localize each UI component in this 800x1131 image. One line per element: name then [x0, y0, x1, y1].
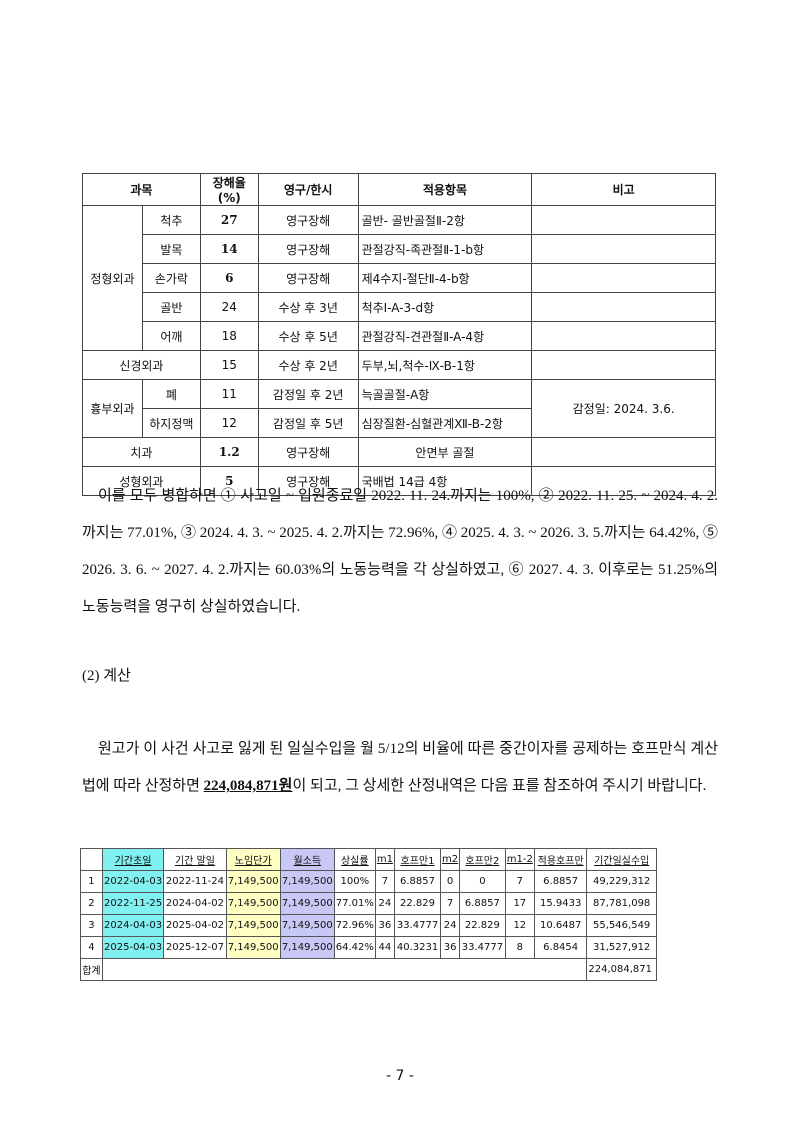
- table-cell: 22.829: [459, 914, 506, 937]
- lost-income-table: 기간초일 기간 말일 노임단가 월소득 상실률 m1 호프만1 m2 호프만2 m1-2 적용호프만…: [80, 848, 657, 981]
- table-cell: 31,527,912: [586, 936, 657, 959]
- table-row: 흉부외과 폐 11 감정일 후 2년 늑골골절-A항 감정일: 2024. 3.…: [82, 379, 716, 438]
- table-cell: 77.01%: [333, 892, 376, 915]
- table-cell: 6.8857: [533, 870, 588, 893]
- column-header: 상실률: [333, 848, 376, 871]
- table-cell: 24: [374, 892, 395, 915]
- column-header: m1-2: [504, 848, 535, 871]
- table-cell: 6.8454: [533, 936, 588, 959]
- total-amount: 224,084,871원: [203, 778, 293, 794]
- summary-paragraph: 이를 모두 병합하면 ① 사고일 ~ 입원종료일 2022. 11. 24.까지…: [82, 488, 718, 615]
- table-cell: 2025-04-03: [101, 936, 165, 959]
- column-header: 기간일실수입: [586, 848, 657, 871]
- table-cell: 12: [504, 914, 535, 937]
- table-row: 치과 1.2 영구장해 안면부 골절: [82, 437, 716, 467]
- table-cell: 40.3231: [393, 936, 442, 959]
- table-row: 정형외과 척추 27 영구장해 골반- 골반골절Ⅱ-2항: [82, 205, 716, 351]
- table-cell: 33.4777: [393, 914, 442, 937]
- table-cell: 72.96%: [333, 914, 376, 937]
- page-number: - 7 -: [386, 1068, 414, 1084]
- table-cell: 7,149,500: [279, 936, 335, 959]
- calculation-paragraph: 원고가 이 사건 사고로 잃게 된 일실수입을 월 5/12의 비율에 따른 중…: [82, 741, 718, 794]
- table-row: 4 2025-04-03 2025-12-07 7,149,500 7,149,500 6…: [80, 936, 657, 959]
- table-row: 골반 24 수상 후 3년 척추Ⅰ-A-3-d항: [83, 292, 716, 322]
- table-row: 발목 14 영구장해 관절강직-족관절Ⅱ-1-b항: [83, 234, 716, 264]
- column-header: 적용호프만: [533, 848, 588, 871]
- table-cell: 22.829: [393, 892, 442, 915]
- table-cell: 2022-04-03: [101, 870, 165, 893]
- column-header: 기간 말일: [163, 848, 227, 871]
- table-cell: 7,149,500: [225, 936, 281, 959]
- table-row: 성형외과 5 영구장해 국배법 14급 4항: [82, 466, 716, 496]
- table-cell: 36: [440, 936, 461, 959]
- table-cell: 7: [374, 870, 395, 893]
- column-header: m2: [440, 848, 461, 871]
- table-cell: 7: [504, 870, 535, 893]
- table-cell: 2: [80, 892, 103, 915]
- column-header: 노임단가: [225, 848, 281, 871]
- table-row: 3 2024-04-03 2025-04-02 7,149,500 7,149,500 7…: [80, 914, 657, 937]
- table-cell: 36: [374, 914, 395, 937]
- table-cell: 33.4777: [459, 936, 506, 959]
- table-cell: 24: [440, 914, 461, 937]
- table-cell: 87,781,098: [586, 892, 657, 915]
- table-header: 기간초일 기간 말일 노임단가 월소득 상실률 m1 호프만1 m2 호프만2 m1-2 적용호프만…: [80, 848, 657, 871]
- disability-rate-table: 과목 장해율(%) 영구/한시 적용항목 비고 정형외과 척추 27 영구장해 …: [82, 173, 716, 496]
- table-cell: 7: [440, 892, 461, 915]
- table-cell: 49,229,312: [586, 870, 657, 893]
- table-cell: 7,149,500: [225, 892, 281, 915]
- column-header: 호프만2: [459, 848, 506, 871]
- table-cell: 0: [459, 870, 506, 893]
- table-row: 손가락 6 영구장해 제4수지-절단Ⅱ-4-b항: [83, 263, 716, 293]
- column-header: [80, 848, 103, 871]
- table-cell: 1: [80, 870, 103, 893]
- table-cell: 2024-04-02: [163, 892, 227, 915]
- column-header: 호프만1: [393, 848, 442, 871]
- table-cell: 44: [374, 936, 395, 959]
- table-cell: 15.9433: [533, 892, 588, 915]
- table-cell: 6.8857: [393, 870, 442, 893]
- table-cell: 2024-04-03: [101, 914, 165, 937]
- table-cell: 2025-04-02: [163, 914, 227, 937]
- table-cell: 10.6487: [533, 914, 588, 937]
- column-header: 기간초일: [101, 848, 165, 871]
- table-cell: 100%: [333, 870, 376, 893]
- table-cell: 4: [80, 936, 103, 959]
- table-cell: 7,149,500: [279, 870, 335, 893]
- table-cell: 6.8857: [459, 892, 506, 915]
- column-header: 월소득: [279, 848, 335, 871]
- table-row: 1 2022-04-03 2022-11-24 7,149,500 7,149,500 1…: [80, 870, 657, 893]
- table-cell: 2022-11-24: [163, 870, 227, 893]
- table-header: 과목 장해율(%) 영구/한시 적용항목 비고: [82, 173, 716, 206]
- table-row: 2 2022-11-25 2024-04-02 7,149,500 7,149,500 7…: [80, 892, 657, 915]
- table-cell: 2025-12-07: [163, 936, 227, 959]
- table-cell: 7,149,500: [225, 914, 281, 937]
- column-header: m1: [374, 848, 395, 871]
- table-cell: 7,149,500: [279, 914, 335, 937]
- table-cell: 8: [504, 936, 535, 959]
- total-row: 합계 224,084,871: [80, 958, 657, 981]
- table-cell: 0: [440, 870, 461, 893]
- table-cell: 2022-11-25: [101, 892, 165, 915]
- table-cell: 55,546,549: [586, 914, 657, 937]
- table-cell: 7,149,500: [279, 892, 335, 915]
- table-cell: 64.42%: [333, 936, 376, 959]
- section-heading: (2) 계산: [82, 668, 131, 684]
- table-cell: 3: [80, 914, 103, 937]
- table-row: 신경외과 15 수상 후 2년 두부,뇌,척수-Ⅸ-B-1항: [82, 350, 716, 380]
- table-row: 하지정맥 12 감정일 후 5년 심장질환-심혈관계Ⅻ-B-2항: [83, 408, 716, 438]
- table-row: 어깨 18 수상 후 5년 관절강직-견관절Ⅱ-A-4항: [83, 321, 716, 351]
- table-cell: 17: [504, 892, 535, 915]
- table-cell: 7,149,500: [225, 870, 281, 893]
